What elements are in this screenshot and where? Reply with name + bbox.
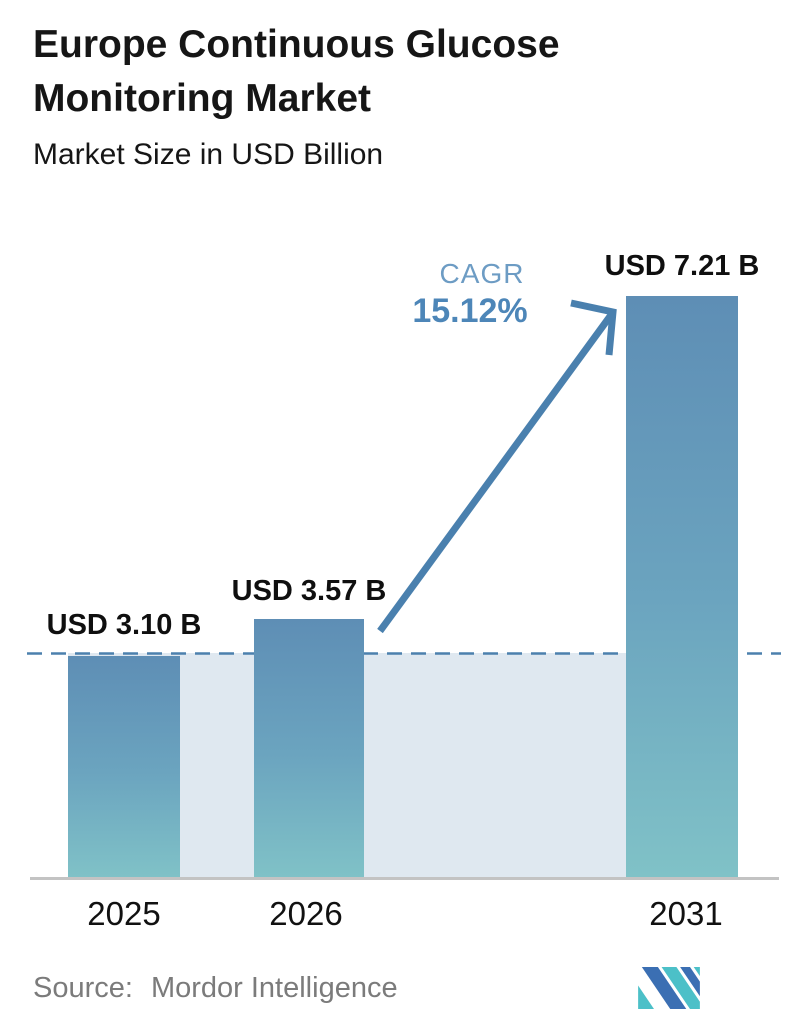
bar-value-label-2025: USD 3.10 B bbox=[46, 609, 202, 641]
bar-value-label-2026: USD 3.57 B bbox=[231, 575, 387, 607]
x-axis-label-2031: 2031 bbox=[649, 895, 723, 932]
x-axis-line bbox=[30, 877, 779, 880]
cagr-label: CAGR bbox=[439, 258, 525, 289]
x-axis-label-2025: 2025 bbox=[87, 895, 161, 932]
bar-2031 bbox=[626, 296, 738, 879]
cagr-value: 15.12% bbox=[412, 292, 528, 330]
bar-2025 bbox=[68, 656, 180, 879]
x-axis-label-2026: 2026 bbox=[269, 895, 343, 932]
page-title: Europe Continuous Glucose Monitoring Mar… bbox=[33, 23, 560, 120]
mordor-intelligence-logo bbox=[638, 967, 700, 1009]
chart-subtitle: Market Size in USD Billion bbox=[33, 138, 384, 171]
source-name: Mordor Intelligence bbox=[150, 972, 398, 1004]
source-line: Source: Mordor Intelligence bbox=[33, 972, 398, 1005]
bar-value-label-2031: USD 7.21 B bbox=[604, 250, 760, 282]
source-label: Source: bbox=[33, 972, 133, 1004]
bar-2026 bbox=[254, 619, 364, 879]
